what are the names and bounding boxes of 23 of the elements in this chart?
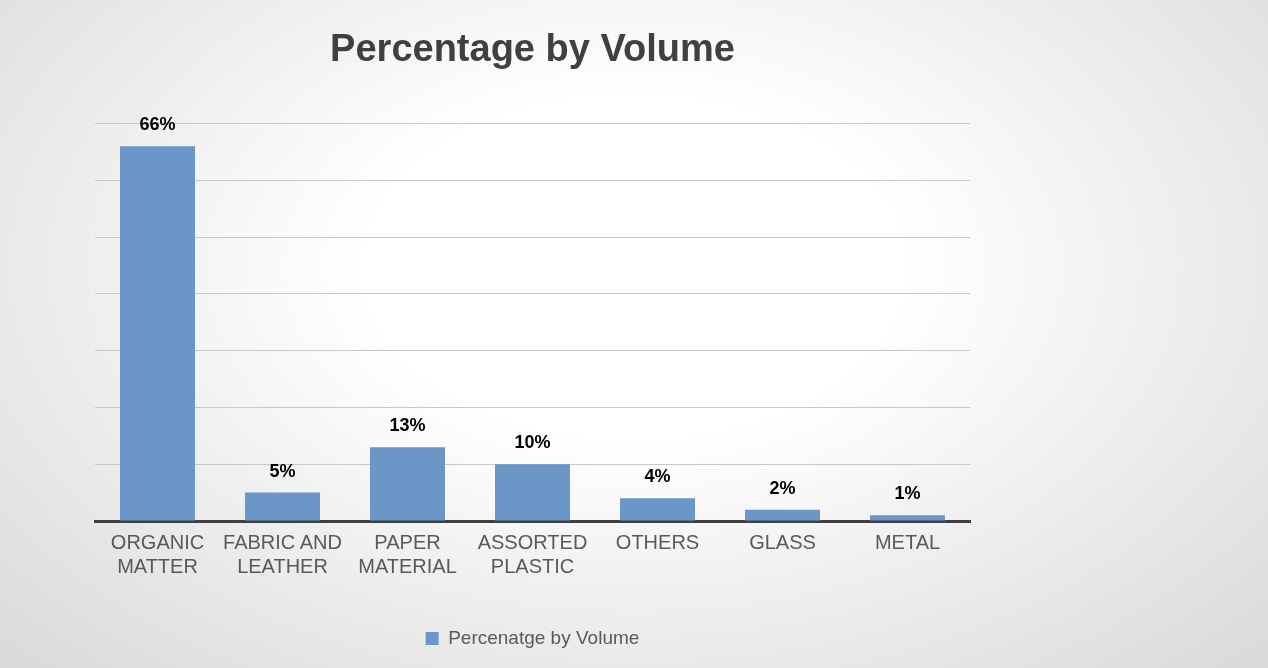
data-label: 4% xyxy=(644,466,671,487)
bar xyxy=(620,498,695,521)
x-tick-label: PAPER MATERIAL xyxy=(358,530,457,577)
data-label: 5% xyxy=(269,460,296,481)
data-label: 13% xyxy=(389,415,426,436)
chart-title: Percentage by Volume xyxy=(330,27,735,70)
bar xyxy=(370,447,445,521)
x-tick-label: OTHERS xyxy=(615,530,700,553)
bar xyxy=(245,492,320,521)
x-tick-label: GLASS xyxy=(749,530,816,553)
bar xyxy=(870,515,945,521)
data-label: 1% xyxy=(894,483,921,504)
x-tick-label: ORGANIC MATTER xyxy=(110,530,205,577)
x-tick-label: ASSORTED PLASTIC xyxy=(477,530,588,577)
data-label: 2% xyxy=(769,477,796,498)
bar xyxy=(120,146,195,521)
bar xyxy=(495,464,570,521)
data-label: 10% xyxy=(514,432,551,453)
x-tick-label: FABRIC AND LEATHER xyxy=(223,530,342,577)
data-label: 66% xyxy=(139,114,176,135)
bar xyxy=(745,509,820,521)
x-tick-label: METAL xyxy=(874,530,941,553)
legend-label: Percenatge by Volume xyxy=(448,626,640,648)
